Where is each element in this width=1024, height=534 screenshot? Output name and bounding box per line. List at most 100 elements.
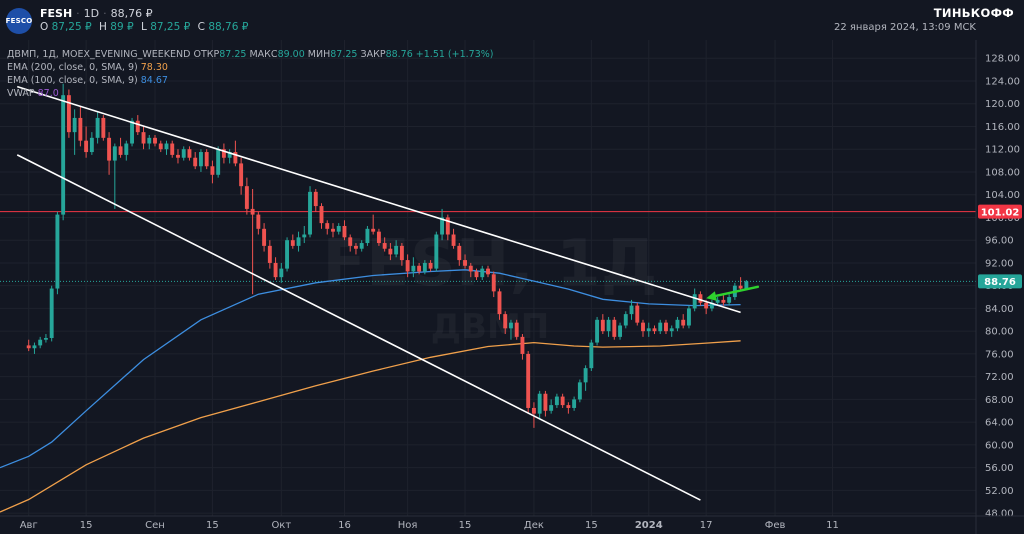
trendline[interactable]: [16, 154, 701, 501]
candle-body: [509, 322, 513, 329]
x-tick-label: 15: [206, 520, 219, 531]
candle-body: [577, 382, 582, 400]
y-tick-label: 52.00: [985, 486, 1014, 497]
candle-body: [118, 146, 123, 155]
y-tick-label: 128.00: [985, 54, 1020, 65]
price-label-box: [978, 204, 1022, 219]
candle-body: [227, 152, 232, 158]
ohlc-high-label: H: [99, 21, 107, 33]
indicator-ema200[interactable]: EMA (200, close, 0, SMA, 9) 78.30: [7, 62, 168, 73]
y-tick-label: 68.00: [985, 395, 1014, 406]
candle-body: [531, 407, 536, 414]
x-tick-label: Дек: [524, 520, 544, 531]
candle-body: [210, 166, 215, 175]
grid-lines: [0, 40, 976, 516]
green-arrow[interactable]: [706, 285, 760, 301]
candle-body: [359, 243, 364, 249]
y-axis-background: [976, 0, 1024, 534]
open-value: 87.25: [219, 49, 247, 60]
ohlc-close-label: C: [197, 21, 205, 33]
candle-body: [744, 281, 749, 290]
candle-body: [422, 262, 427, 272]
candle-body: [112, 146, 117, 161]
candle-body: [411, 265, 416, 272]
candle-body: [250, 208, 255, 215]
candle-body: [342, 225, 347, 238]
candle-body: [204, 152, 209, 167]
horizontal-lines: [0, 211, 976, 282]
candle-body: [244, 186, 249, 209]
symbol-name: FESH: [40, 7, 73, 20]
candle-body: [583, 368, 588, 383]
candle-body: [153, 137, 157, 144]
indicator-main[interactable]: ДВМП, 1Д, MOEX_EVENING_WEEKEND ОТКР87.25…: [7, 49, 493, 60]
price-label-text: 101.02: [981, 207, 1020, 218]
y-axis[interactable]: 48.00 52.00 56.00 60.00 64.00 68.00 72.00 76.00…: [975, 0, 1024, 534]
candle-body: [394, 245, 399, 255]
vwap-value: 87.0: [37, 88, 59, 99]
candle-body: [84, 140, 89, 153]
datetime: 22 января 2024, 13:09 MCK: [834, 22, 976, 33]
candle-body: [428, 262, 433, 269]
y-tick-label: 112.00: [985, 145, 1020, 156]
y-tick-label: 108.00: [985, 167, 1020, 178]
ohlc-low-label: L: [141, 21, 147, 33]
y-tick-label: 76.00: [985, 349, 1014, 360]
candle-body: [554, 396, 559, 406]
candle-body: [658, 322, 663, 332]
candle-body: [135, 120, 140, 133]
low-label: МИН: [307, 49, 331, 60]
separator-dot: ·: [76, 7, 80, 20]
candle-body: [290, 240, 295, 246]
candle-body: [514, 322, 519, 337]
candle-body: [216, 149, 221, 175]
candle-body: [445, 217, 450, 235]
candle-body: [526, 353, 531, 408]
candle-body: [164, 143, 169, 150]
candle-body: [480, 268, 485, 278]
candle-body: [675, 319, 680, 329]
candle-body: [313, 191, 318, 207]
ohlc-open-label: O: [40, 21, 49, 33]
candle-body: [331, 228, 335, 232]
candle-body: [187, 149, 192, 158]
x-tick-label: 15: [585, 520, 598, 531]
change-value: +1.51 (+1.73%): [415, 49, 494, 60]
candle-body: [325, 223, 330, 229]
symbol-line[interactable]: FESH · 1D · 88,76 ₽: [40, 7, 153, 20]
arrow-head[interactable]: [706, 291, 717, 301]
y-tick-label: 80.00: [985, 327, 1014, 338]
candle-body: [440, 217, 445, 235]
y-tick-label: 64.00: [985, 418, 1014, 429]
candle-body: [463, 260, 467, 266]
interval[interactable]: 1D: [83, 7, 100, 20]
candle-body: [738, 285, 743, 289]
candle-body: [646, 328, 651, 332]
indicator-vwap[interactable]: VWAP 87.0: [7, 88, 59, 99]
indicator-ema100[interactable]: EMA (100, close, 0, SMA, 9) 84.67: [7, 75, 168, 86]
y-tick-label: 104.00: [985, 190, 1020, 201]
candle-body: [32, 345, 37, 349]
candle-body: [376, 231, 381, 244]
x-tick-label: Сен: [145, 520, 165, 531]
arrow-shaft[interactable]: [710, 285, 760, 298]
candle-body: [491, 274, 496, 292]
open-label: ОТКР: [193, 49, 220, 60]
x-tick-label: Авг: [20, 520, 38, 531]
x-tick-label: Ноя: [398, 520, 418, 531]
candle-body: [652, 328, 657, 332]
candle-body: [95, 117, 100, 138]
candle-body: [612, 319, 617, 337]
ohlc-line: O 87,25 ₽ H 89 ₽ L 87,25 ₽ C 88,76 ₽: [40, 21, 252, 33]
candle-body: [354, 245, 358, 249]
candle-body: [296, 237, 301, 246]
trendlines[interactable]: [16, 85, 741, 501]
candle-body: [285, 240, 290, 269]
trendline[interactable]: [16, 85, 741, 314]
candle-body: [78, 117, 83, 141]
candle-body: [709, 302, 714, 309]
candle-body: [55, 214, 60, 289]
x-axis[interactable]: Авг 15 Сен 15 Окт 16 Ноя 15 Дек 15 2024 17 Фев 11: [0, 515, 1024, 531]
candle-body: [417, 265, 422, 272]
